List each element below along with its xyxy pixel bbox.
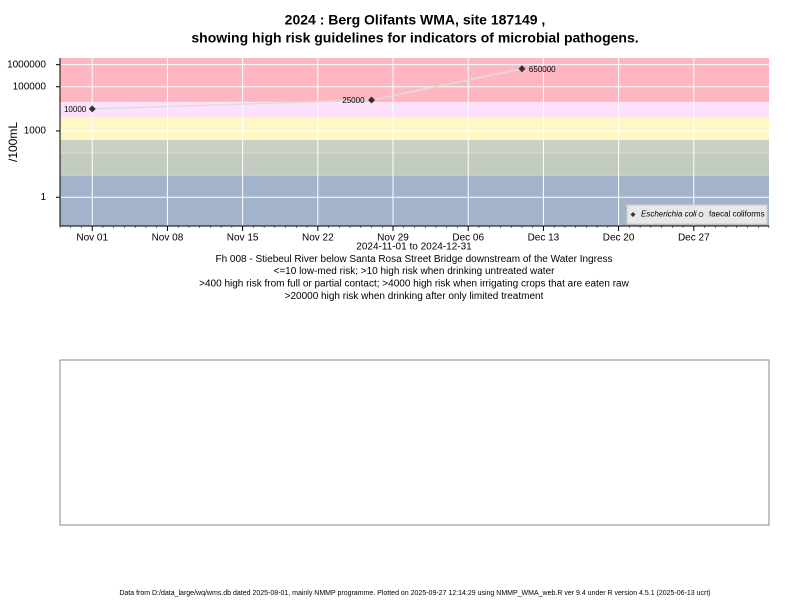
subtitle: >20000 high risk when drinking after onl… [285, 291, 544, 302]
chart-title: showing high risk guidelines for indicat… [191, 30, 638, 46]
data-label: 10000 [64, 105, 87, 114]
risk-band [60, 102, 769, 118]
footer: Data from D:/data_large/wq/wms.db dated … [119, 590, 710, 597]
x-tick-label: Nov 29 [377, 233, 409, 244]
subtitle: >400 high risk from full or partial cont… [199, 279, 629, 290]
data-label: 650000 [529, 65, 556, 74]
data-point [368, 96, 376, 104]
subtitle: 2024-11-01 to 2024-12-31 [356, 242, 472, 253]
chart-title: 2024 : Berg Olifants WMA, site 187149 , [285, 12, 546, 28]
x-tick-label: Nov 15 [227, 233, 259, 244]
x-tick-label: Dec 27 [678, 233, 710, 244]
y-tick-label: 100000 [13, 81, 47, 92]
x-tick-label: Dec 13 [528, 233, 560, 244]
x-tick-label: Nov 01 [76, 233, 108, 244]
subtitle: Fh 008 - Stiebeul River below Santa Rosa… [215, 254, 612, 265]
risk-band [60, 117, 769, 140]
risk-band [60, 58, 769, 103]
empty-panel [59, 359, 770, 526]
data-point [518, 65, 526, 73]
subtitle: <=10 low-med risk; >10 high risk when dr… [274, 266, 556, 277]
data-point [88, 105, 96, 113]
legend-marker [630, 212, 636, 217]
x-tick-label: Dec 20 [603, 233, 635, 244]
y-tick-label: 1 [40, 192, 46, 203]
legend-entry: faecal coliforms [709, 210, 765, 219]
legend-box [626, 204, 768, 225]
y-tick-label: 1000 [24, 126, 47, 137]
plot-area [60, 58, 769, 226]
risk-band [60, 153, 769, 176]
data-label: 25000 [342, 96, 365, 105]
x-tick-label: Dec 06 [452, 233, 484, 244]
y-tick-label: 1000000 [7, 59, 46, 70]
x-tick-label: Nov 22 [302, 233, 334, 244]
y-axis-label: /100mL [6, 122, 20, 162]
x-tick-label: Nov 08 [152, 233, 184, 244]
legend-marker [698, 212, 704, 217]
risk-band [60, 139, 769, 154]
legend-entry: Escherichia coli [641, 210, 697, 219]
